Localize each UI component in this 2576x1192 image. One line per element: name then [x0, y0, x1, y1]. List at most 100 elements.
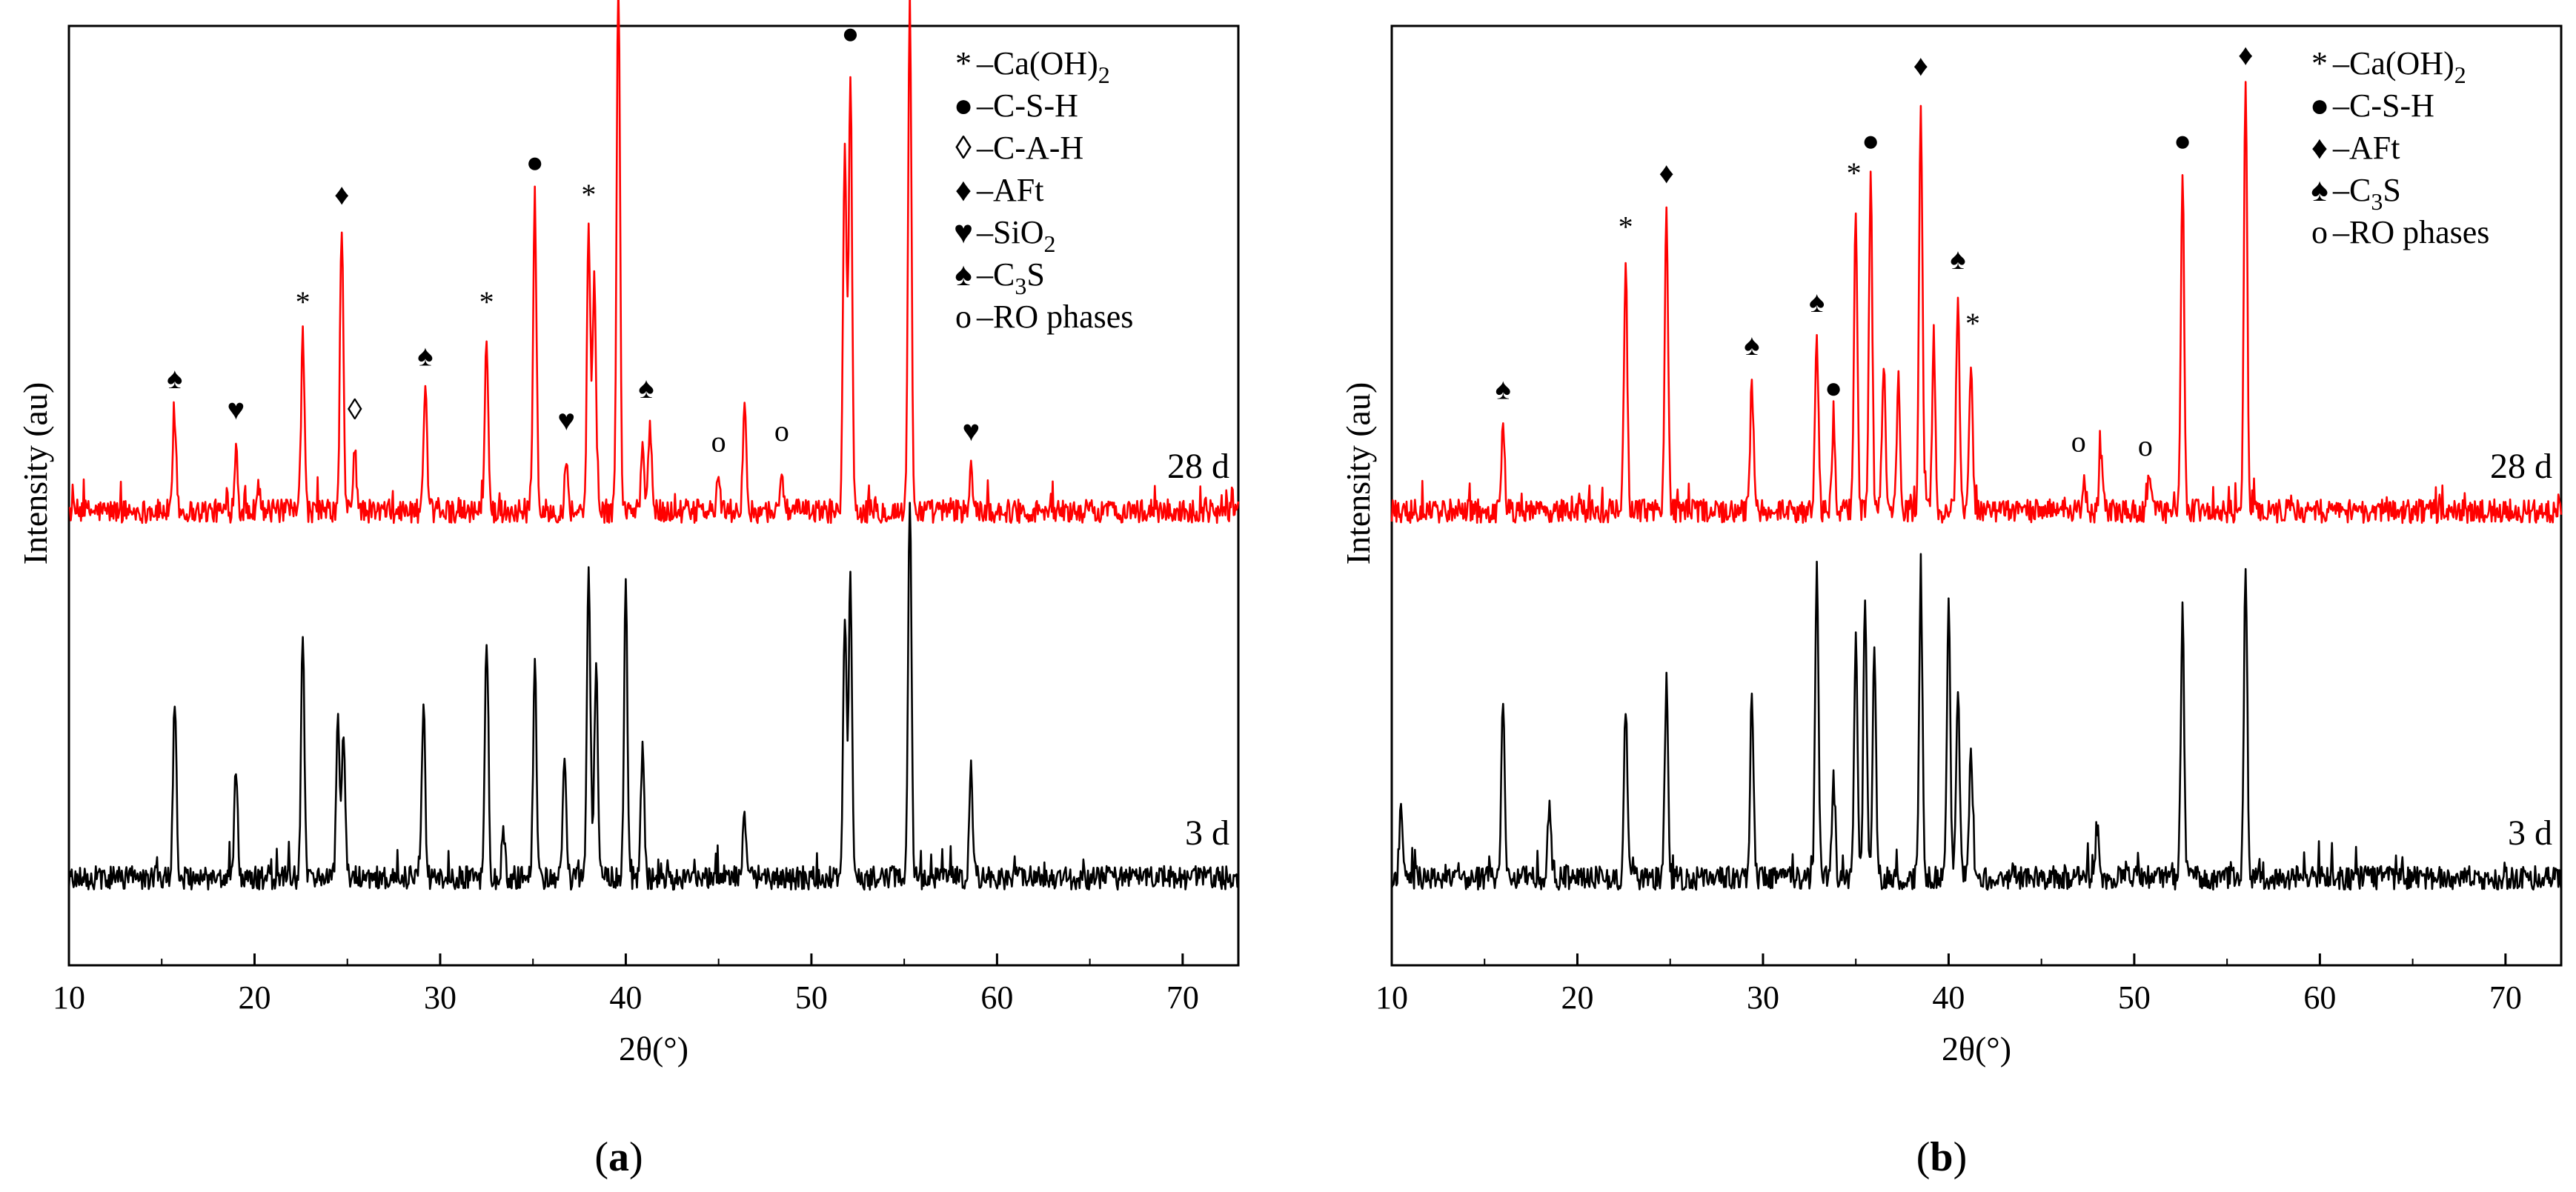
x-axis-title: 2θ(°) [1942, 1030, 2011, 1068]
peak-marker: ♦ [1659, 156, 1673, 190]
legend-label: –RO phases [2332, 214, 2489, 250]
legend-label: –C-A-H [976, 130, 1083, 166]
legend-subscript: 3 [1015, 273, 1026, 299]
legend-suffix: S [2383, 172, 2400, 208]
legend-label: –RO phases [976, 299, 1133, 335]
peak-marker: ♦ [2238, 38, 2253, 71]
legend-entry: –Ca(OH)2 [2332, 45, 2466, 88]
peak-marker: * [479, 285, 494, 319]
legend-entry: –RO phases [976, 299, 1133, 335]
x-tick-label: 10 [1375, 979, 1408, 1016]
peak-marker: ♠ [638, 371, 654, 404]
peak-marker: ♠ [1744, 328, 1759, 362]
peak-marker: o [774, 414, 789, 447]
x-tick-label: 40 [1932, 979, 1965, 1016]
peak-marker: o [2071, 424, 2086, 458]
x-tick-label: 20 [238, 979, 270, 1016]
series-line-28d [68, 0, 1240, 525]
series-line-28d [1390, 81, 2563, 525]
x-tick-label: 60 [980, 979, 1013, 1016]
legend-entry: –RO phases [2332, 214, 2489, 250]
legend-label: –SiO [976, 214, 1043, 250]
legend-symbol: * [955, 45, 972, 81]
legend-symbol: * [2311, 45, 2328, 81]
plot-frame [1390, 24, 2563, 967]
x-tick-label: 20 [1561, 979, 1593, 1016]
peak-marker: * [296, 285, 311, 319]
peak-marker: ● [1825, 371, 1842, 404]
legend-symbol: ♠ [955, 256, 972, 293]
legend-symbol: ♦ [2311, 130, 2328, 166]
peak-marker: ♥ [557, 403, 575, 436]
legend-symbol: ● [2310, 87, 2330, 124]
legend-label: –AFt [976, 172, 1043, 208]
peak-marker: ♠ [417, 339, 433, 372]
x-tick-label: 10 [53, 979, 85, 1016]
plot-frame [67, 24, 1240, 967]
panel-b: 10 20 30 40 50 60 70 2θ(°) Intensity (au) 28 d 3 d… [1339, 24, 2563, 1180]
caption-paren: ( [1916, 1134, 1931, 1180]
legend-label: –Ca(OH) [976, 45, 1098, 81]
peak-marker: ♠ [1950, 242, 1965, 276]
legend-entry: –C-S-H [2332, 87, 2434, 124]
legend-symbol: ♠ [2311, 172, 2328, 208]
x-tick-label: 40 [609, 979, 642, 1016]
series-label: 28 d [1167, 447, 1229, 486]
x-tick-label: 70 [2489, 979, 2522, 1016]
x-tick-label: 70 [1166, 979, 1199, 1016]
legend-entry: –AFt [976, 172, 1043, 208]
legend-subscript: 2 [2454, 61, 2466, 88]
y-axis-title: Intensity (au) [16, 382, 54, 565]
legend-entry: –C3S [976, 256, 1045, 299]
peak-marker: * [1847, 156, 1862, 190]
legend-entry: –Ca(OH)2 [976, 45, 1110, 88]
legend-label: –C [976, 256, 1015, 293]
legend-symbol: ◊ [955, 130, 972, 166]
caption-paren: ) [629, 1134, 643, 1180]
legend-subscript: 3 [2371, 188, 2383, 215]
caption-paren: ) [1953, 1134, 1968, 1180]
y-axis-title: Intensity (au) [1339, 382, 1377, 565]
legend-label: –Ca(OH) [2332, 45, 2454, 81]
legend-entry: –C-S-H [976, 87, 1078, 124]
peak-marker: ♠ [1496, 372, 1511, 405]
peak-marker: * [581, 178, 596, 211]
panel-caption: (b) [1916, 1134, 1967, 1180]
peak-marker: ● [2174, 124, 2191, 157]
peak-marker: ♥ [962, 414, 980, 447]
legend-symbol: o [2311, 214, 2328, 250]
legend-label: –C-S-H [976, 87, 1078, 124]
legend-subscript: 2 [1098, 61, 1110, 88]
caption-letter: b [1930, 1134, 1953, 1180]
legend-symbol: ♥ [954, 214, 973, 250]
peak-marker: ◊ [348, 393, 362, 426]
legend-entry: –C-A-H [976, 130, 1083, 166]
legend-label: –C-S-H [2332, 87, 2434, 124]
caption-letter: a [608, 1134, 629, 1180]
legend-symbol: ♦ [955, 172, 972, 208]
caption-paren: ( [594, 1134, 608, 1180]
peak-marker: ♥ [228, 393, 245, 426]
peak-marker: ● [841, 16, 859, 50]
legend-symbol: ● [954, 87, 974, 124]
panel-a: 10 20 30 40 50 60 70 2θ(°) Intensity (au) 28 d 3 d… [16, 0, 1240, 1180]
x-tick-label: 30 [424, 979, 457, 1016]
peak-marker: o [2138, 429, 2153, 462]
peak-marker: ● [1862, 124, 1879, 157]
series-label: 28 d [2490, 447, 2552, 486]
series-label: 3 d [2508, 813, 2552, 853]
legend-label: –AFt [2332, 130, 2400, 166]
peak-marker: * [1619, 210, 1633, 243]
x-tick-label: 50 [2118, 979, 2151, 1016]
peak-marker: ♦ [1913, 49, 1928, 82]
peak-marker: ● [526, 145, 544, 179]
legend-suffix: S [1026, 256, 1044, 293]
legend-symbol: o [955, 299, 972, 335]
legend-entry: –C3S [2332, 172, 2401, 215]
x-tick-label: 60 [2303, 979, 2336, 1016]
peak-marker: ♦ [334, 178, 349, 211]
x-axis-title: 2θ(°) [619, 1030, 688, 1068]
peak-marker: o [711, 424, 726, 458]
series-line-3d [67, 502, 1240, 891]
peak-marker: ♠ [167, 362, 182, 395]
